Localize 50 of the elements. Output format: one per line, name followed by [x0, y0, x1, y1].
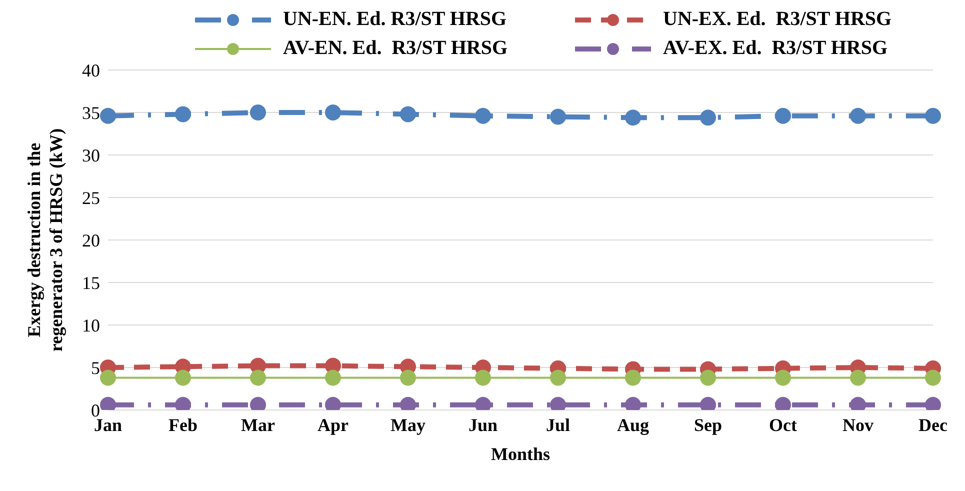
- point: [100, 370, 116, 386]
- x-axis-title: Months: [490, 444, 550, 464]
- y-tick-label: 5: [91, 358, 100, 378]
- point: [475, 370, 491, 386]
- y-axis-title: Exergy destruction in the regenerator 3 of HRSG (kW): [24, 128, 66, 352]
- y-tick-label: 30: [82, 145, 100, 166]
- point: [175, 370, 191, 386]
- legend-label: AV-EX. Ed. R3/ST HRSG: [663, 37, 888, 60]
- x-tick-label: Sep: [694, 414, 722, 435]
- y-tick-label: 25: [82, 188, 100, 208]
- legend-label: UN-EX. Ed. R3/ST HRSG: [663, 8, 892, 31]
- x-tick-label: Nov: [842, 414, 874, 435]
- point: [400, 106, 416, 122]
- point: [550, 370, 566, 386]
- point: [700, 370, 716, 386]
- y-tick-label: 0: [91, 400, 100, 420]
- point: [325, 104, 341, 120]
- point: [550, 108, 566, 125]
- x-tick-label: Apr: [318, 414, 349, 435]
- x-tick-label: Dec: [918, 414, 948, 435]
- legend-label: AV-EN. Ed. R3/ST HRSG: [283, 37, 508, 60]
- x-tick-label: Jun: [468, 414, 498, 435]
- x-tick-label: Mar: [241, 414, 275, 435]
- legend-label: UN-EN. Ed. R3/ST HRSG: [283, 8, 507, 31]
- x-tick-label: Aug: [616, 414, 650, 435]
- y-tick-label: 10: [82, 315, 100, 336]
- point: [925, 108, 941, 124]
- point: [775, 370, 791, 386]
- point: [325, 370, 341, 386]
- point: [250, 104, 266, 120]
- point: [475, 108, 491, 124]
- x-tick-label: Jul: [546, 414, 570, 435]
- y-tick-label: 15: [82, 272, 100, 293]
- y-tick-label: 35: [82, 102, 100, 123]
- x-tick-label: Oct: [769, 414, 797, 435]
- point: [100, 108, 116, 124]
- point: [775, 108, 791, 124]
- point: [850, 370, 866, 386]
- x-tick-label: May: [390, 414, 426, 435]
- point: [250, 370, 266, 386]
- x-tick-label: Feb: [168, 414, 198, 435]
- point: [850, 108, 866, 124]
- y-tick-label: 20: [82, 230, 100, 250]
- point: [625, 370, 641, 386]
- point: [700, 110, 716, 126]
- point: [925, 370, 941, 386]
- point: [175, 106, 191, 122]
- point: [625, 110, 641, 126]
- y-tick-label: 40: [82, 60, 100, 80]
- point: [400, 370, 416, 386]
